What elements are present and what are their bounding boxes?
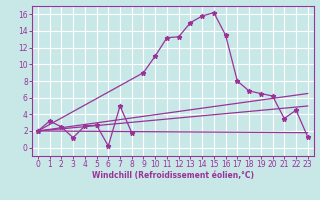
X-axis label: Windchill (Refroidissement éolien,°C): Windchill (Refroidissement éolien,°C) [92, 171, 254, 180]
